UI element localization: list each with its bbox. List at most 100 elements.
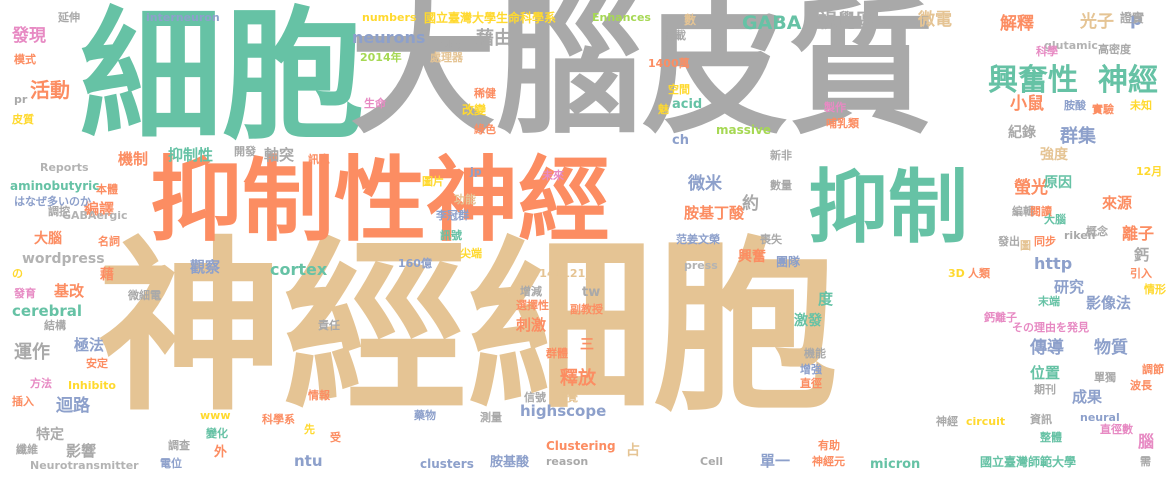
word: 新非 xyxy=(770,149,792,162)
word: numbers xyxy=(362,11,417,24)
word: neural xyxy=(1080,411,1120,424)
word: 外 xyxy=(214,445,228,460)
word: 整體 xyxy=(1040,431,1062,444)
word: 影響 xyxy=(66,442,97,460)
word: 藉由 xyxy=(476,28,512,49)
word: 需 xyxy=(1140,455,1151,468)
word: 發出 xyxy=(998,235,1020,248)
word: 稀健 xyxy=(474,87,496,100)
word: 情形 xyxy=(1144,283,1166,296)
word: 藥物 xyxy=(414,409,436,422)
word: 大腦 xyxy=(34,231,62,247)
word: 160億 xyxy=(398,257,432,270)
word: 生命 xyxy=(364,97,386,110)
word: 責任 xyxy=(318,319,340,332)
word: 綠色 xyxy=(474,123,496,136)
word: 概念 xyxy=(1086,225,1108,238)
word: 螢光 xyxy=(1014,178,1048,198)
word: 編譯 xyxy=(84,200,115,218)
word: 波長 xyxy=(1130,379,1152,392)
word: 軸突 xyxy=(264,146,295,164)
word: 基改 xyxy=(54,282,85,300)
word: Enhances xyxy=(592,11,651,24)
word: 末端 xyxy=(1038,295,1060,308)
word: Reports xyxy=(40,161,89,174)
word: cortex xyxy=(270,260,328,279)
word: 國立臺灣大學生命科學系 xyxy=(424,11,557,25)
word: 抑制 xyxy=(808,161,968,254)
word: 發育 xyxy=(14,287,36,300)
word: 結構 xyxy=(44,319,66,332)
word: 抑制性 xyxy=(168,146,214,164)
word: 約 xyxy=(742,194,759,214)
word: 抑制性神經 xyxy=(150,147,611,254)
word: 范姜文榮 xyxy=(676,233,720,246)
word: 胺基丁酸 xyxy=(684,204,745,222)
word: 視覺區 xyxy=(818,10,876,32)
word: 處理器 xyxy=(430,51,463,64)
word: 位置 xyxy=(1030,364,1061,382)
word: 改變 xyxy=(462,103,487,117)
word: 發現 xyxy=(12,26,46,46)
word: 群體 xyxy=(546,347,568,360)
word: 電位 xyxy=(160,457,182,470)
word: 觀察 xyxy=(190,258,221,276)
word: www xyxy=(200,409,231,422)
word: 人類 xyxy=(968,267,990,280)
word: p xyxy=(1130,10,1143,30)
word: 編輯 xyxy=(1012,205,1034,218)
word: 活動 xyxy=(30,78,70,102)
word: 本體 xyxy=(96,183,118,196)
word: 群集 xyxy=(1060,126,1096,147)
word: wordpress xyxy=(22,251,105,267)
word: 未來 xyxy=(542,169,564,182)
word: 哺乳類 xyxy=(826,117,859,130)
word: 調節 xyxy=(1142,363,1164,376)
word: ntu xyxy=(294,452,323,470)
word: clusters xyxy=(420,457,474,471)
word: Cell xyxy=(700,455,724,468)
word: 李冠群 xyxy=(436,209,469,222)
word: 直徑 xyxy=(800,377,822,390)
word: 插入 xyxy=(12,395,34,408)
word: 中 xyxy=(716,37,727,50)
word: 單一 xyxy=(760,452,791,470)
word: 名詞 xyxy=(98,235,120,248)
word: 實驗 xyxy=(1092,103,1114,116)
word: cerebral xyxy=(12,302,83,320)
word: 有助 xyxy=(818,439,840,452)
word: 胺酸 xyxy=(1064,99,1086,112)
word: 選擇性 xyxy=(516,299,549,312)
word: 影像法 xyxy=(1086,294,1132,312)
word: interneuron xyxy=(146,11,220,24)
word: 魅 xyxy=(658,103,669,116)
word: 團隊 xyxy=(776,255,801,269)
word: 同步 xyxy=(1034,235,1056,248)
word: 科學系 xyxy=(262,413,295,426)
word: 增減 xyxy=(520,285,542,298)
word: 度 xyxy=(818,290,834,308)
word: 釋放 xyxy=(560,368,596,389)
word: jp xyxy=(470,165,482,178)
word: 直徑數 xyxy=(1100,423,1133,436)
word: 訊息 xyxy=(308,153,330,166)
word: 離子 xyxy=(1122,224,1155,243)
word: 調控 xyxy=(48,205,70,218)
word: 解釋 xyxy=(1000,14,1034,34)
word: 情報 xyxy=(308,389,330,402)
word: 變化 xyxy=(206,427,228,440)
word: 信號 xyxy=(524,391,546,404)
word: 刊載 xyxy=(664,29,686,42)
word: 光子 xyxy=(1080,12,1114,32)
word: 微米 xyxy=(688,174,722,194)
word: neurons xyxy=(352,28,426,47)
word: micron xyxy=(870,457,921,472)
word: 運作 xyxy=(14,342,50,363)
word: の xyxy=(12,267,23,280)
word: press xyxy=(684,259,718,272)
word: 皮質 xyxy=(12,113,34,126)
word: 研究 xyxy=(1054,278,1085,296)
word: 引入 xyxy=(1130,267,1152,280)
word: 調查 xyxy=(168,439,190,452)
word: 大腦 xyxy=(1044,213,1066,226)
